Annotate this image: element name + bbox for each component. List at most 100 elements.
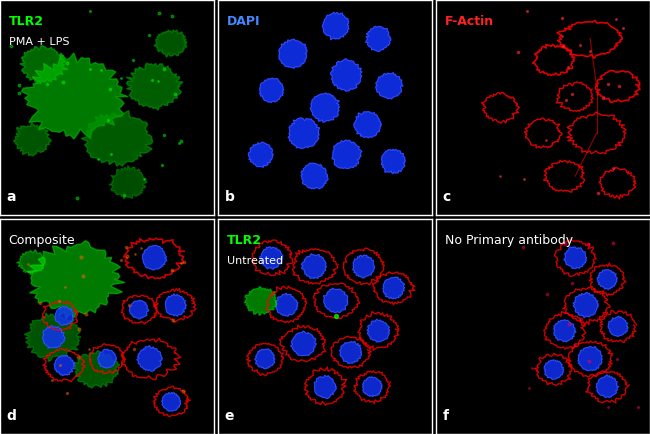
Point <box>138 176 149 183</box>
Point <box>584 48 595 55</box>
Text: Composite: Composite <box>8 234 75 247</box>
Polygon shape <box>301 163 328 189</box>
Polygon shape <box>126 63 183 110</box>
Point <box>144 32 154 39</box>
Polygon shape <box>276 293 298 316</box>
Point <box>612 355 622 362</box>
Point <box>632 403 643 410</box>
Point <box>166 12 177 19</box>
Polygon shape <box>363 377 382 397</box>
Point <box>148 77 158 84</box>
Point <box>575 42 586 49</box>
Polygon shape <box>352 255 374 278</box>
Point <box>614 82 624 89</box>
Point <box>611 15 621 22</box>
Point <box>129 345 139 352</box>
Point <box>53 298 64 305</box>
Polygon shape <box>544 360 564 380</box>
Polygon shape <box>16 250 46 273</box>
Polygon shape <box>332 140 362 169</box>
Point <box>78 273 88 279</box>
Polygon shape <box>310 93 339 122</box>
Polygon shape <box>20 46 68 84</box>
Point <box>527 365 538 372</box>
Text: b: b <box>224 190 235 204</box>
Point <box>62 59 73 66</box>
Point <box>116 256 126 263</box>
Polygon shape <box>161 392 181 411</box>
Point <box>566 91 577 98</box>
Polygon shape <box>367 319 389 342</box>
Text: Untreated: Untreated <box>227 256 283 266</box>
Polygon shape <box>24 313 81 362</box>
Polygon shape <box>142 245 166 270</box>
Polygon shape <box>260 247 283 269</box>
Point <box>153 78 163 85</box>
Point <box>174 139 185 146</box>
Point <box>122 243 132 250</box>
Polygon shape <box>597 270 618 289</box>
Point <box>157 161 167 168</box>
Point <box>584 358 594 365</box>
Polygon shape <box>54 355 75 376</box>
Point <box>6 43 16 49</box>
Polygon shape <box>259 78 284 102</box>
Point <box>561 96 571 103</box>
Point <box>170 90 180 97</box>
Point <box>583 241 593 248</box>
Point <box>176 138 187 145</box>
Polygon shape <box>608 316 628 336</box>
Polygon shape <box>14 122 51 156</box>
Point <box>55 362 65 369</box>
Point <box>105 85 116 92</box>
Point <box>542 290 552 297</box>
Polygon shape <box>323 288 348 312</box>
Polygon shape <box>564 247 586 269</box>
Point <box>168 317 178 324</box>
Point <box>60 283 70 290</box>
Point <box>564 320 575 327</box>
Point <box>603 81 614 88</box>
Polygon shape <box>109 166 147 199</box>
Point <box>176 260 187 266</box>
Point <box>105 151 116 158</box>
Polygon shape <box>554 320 576 342</box>
Text: PMA + LPS: PMA + LPS <box>8 36 69 46</box>
Text: a: a <box>6 190 16 204</box>
Point <box>76 253 86 260</box>
Point <box>35 300 46 307</box>
Point <box>136 244 147 251</box>
Point <box>330 312 341 319</box>
Point <box>557 14 567 21</box>
Polygon shape <box>129 300 149 319</box>
Point <box>84 65 95 72</box>
Point <box>62 390 72 397</box>
Text: c: c <box>443 190 451 204</box>
Text: f: f <box>443 409 448 423</box>
Point <box>576 316 586 322</box>
Polygon shape <box>596 375 619 398</box>
Point <box>96 66 107 73</box>
Point <box>166 267 177 274</box>
Polygon shape <box>21 53 128 139</box>
Point <box>14 89 25 96</box>
Polygon shape <box>382 149 405 174</box>
Point <box>72 194 83 201</box>
Point <box>84 7 95 14</box>
Polygon shape <box>302 254 326 279</box>
Text: F-Actin: F-Actin <box>445 15 494 28</box>
Text: No Primary antibody: No Primary antibody <box>445 234 573 247</box>
Polygon shape <box>383 277 405 299</box>
Polygon shape <box>42 326 65 349</box>
Point <box>569 341 580 348</box>
Point <box>93 155 103 162</box>
Point <box>608 240 618 247</box>
Text: TLR2: TLR2 <box>227 234 262 247</box>
Point <box>124 302 135 309</box>
Point <box>116 75 126 82</box>
Point <box>21 20 32 27</box>
Point <box>159 131 169 138</box>
Text: d: d <box>6 409 16 423</box>
Point <box>23 261 33 268</box>
Polygon shape <box>365 26 391 52</box>
